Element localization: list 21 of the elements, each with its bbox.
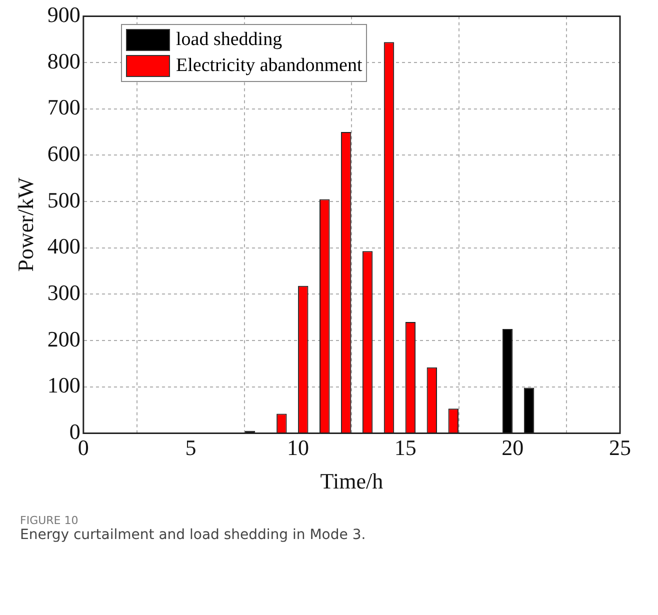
y-tick-label: 900 (47, 2, 80, 27)
y-tick-label: 800 (47, 48, 80, 74)
legend-label: Electricity abandonment (176, 55, 362, 77)
y-tick-label: 100 (47, 372, 80, 398)
y-tick-label: 700 (47, 94, 80, 120)
x-tick-label: 25 (609, 435, 631, 460)
x-axis-title: Time/h (320, 468, 384, 494)
y-tick-label: 200 (47, 326, 80, 352)
y-axis-title: Power/kW (12, 177, 38, 272)
x-tick-label: 10 (287, 435, 310, 460)
caption: FIGURE 10 (20, 514, 80, 527)
legend-label: load shedding (176, 29, 282, 51)
y-tick-label: 300 (47, 280, 80, 305)
y-tick-label: 500 (47, 187, 80, 212)
y-tick-label: 600 (47, 140, 80, 166)
x-tick-label: 20 (502, 435, 524, 460)
x-tick-label: 15 (394, 435, 416, 460)
x-tick-label: 5 (185, 435, 196, 460)
text: Energy curtailment and load shedding in Mode 3. (20, 527, 367, 543)
y-tick-label: 400 (47, 234, 80, 259)
y-tick-label: 0 (69, 418, 80, 444)
